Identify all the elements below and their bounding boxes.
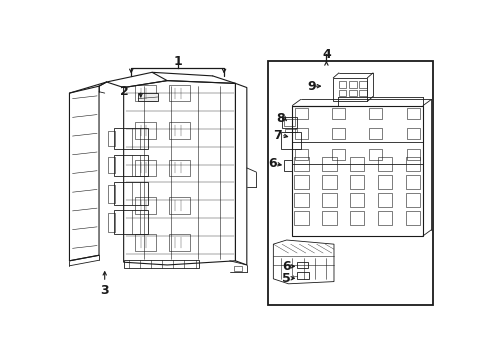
Bar <box>294 149 307 160</box>
Bar <box>349 193 364 207</box>
Bar <box>284 160 291 171</box>
Bar <box>114 210 148 234</box>
Bar <box>349 157 364 171</box>
Bar <box>114 183 148 205</box>
Bar <box>322 211 336 225</box>
Bar <box>292 105 422 236</box>
Bar <box>169 159 189 176</box>
Bar <box>405 193 420 207</box>
Bar <box>322 193 336 207</box>
Bar <box>294 157 308 171</box>
Bar <box>233 266 242 271</box>
Text: 1: 1 <box>173 55 182 68</box>
Bar <box>294 108 307 118</box>
Bar <box>377 175 392 189</box>
Bar <box>358 90 366 96</box>
Bar <box>294 175 308 189</box>
Bar <box>377 157 392 171</box>
Bar <box>405 175 420 189</box>
Bar <box>135 197 156 214</box>
Bar <box>331 108 345 118</box>
Bar <box>369 149 382 160</box>
Bar <box>406 108 419 118</box>
Bar <box>169 85 189 102</box>
Bar <box>114 155 148 176</box>
Bar <box>349 175 364 189</box>
Text: 2: 2 <box>120 85 129 98</box>
Bar <box>138 93 158 102</box>
Bar <box>108 157 115 174</box>
Bar <box>331 129 345 139</box>
Text: 4: 4 <box>322 48 330 61</box>
Bar <box>135 122 156 139</box>
Bar <box>108 131 115 146</box>
Bar <box>296 273 308 279</box>
Bar <box>377 211 392 225</box>
Bar <box>114 128 148 149</box>
Bar <box>332 78 366 102</box>
Bar <box>377 193 392 207</box>
Bar <box>169 197 189 214</box>
Bar <box>331 149 345 160</box>
Bar <box>405 211 420 225</box>
Bar <box>281 117 296 128</box>
Bar <box>405 157 420 171</box>
Bar <box>348 90 356 96</box>
Text: 3: 3 <box>100 284 109 297</box>
Text: 6: 6 <box>282 260 290 273</box>
Bar <box>135 234 156 251</box>
Bar <box>349 211 364 225</box>
Bar <box>338 90 346 96</box>
Bar <box>284 129 296 132</box>
Bar <box>294 211 308 225</box>
Bar <box>348 81 356 88</box>
Text: 5: 5 <box>281 272 290 285</box>
Bar <box>406 149 419 160</box>
Bar <box>358 81 366 88</box>
Bar <box>280 132 300 149</box>
Bar <box>369 129 382 139</box>
Bar <box>294 193 308 207</box>
Bar <box>322 157 336 171</box>
Bar <box>338 81 346 88</box>
Text: 6: 6 <box>267 157 276 170</box>
Bar <box>169 122 189 139</box>
Text: 9: 9 <box>306 80 315 93</box>
Bar <box>169 234 189 251</box>
Bar <box>296 262 307 268</box>
Bar <box>267 61 431 305</box>
Bar <box>108 185 115 203</box>
Bar <box>369 108 382 118</box>
Bar <box>294 129 307 139</box>
Bar <box>322 175 336 189</box>
Bar <box>135 159 156 176</box>
Bar <box>135 85 156 102</box>
Bar <box>406 129 419 139</box>
Text: 7: 7 <box>273 129 282 142</box>
Bar <box>123 260 199 268</box>
Bar <box>108 213 115 232</box>
Text: 8: 8 <box>275 112 284 125</box>
Bar <box>284 119 294 126</box>
